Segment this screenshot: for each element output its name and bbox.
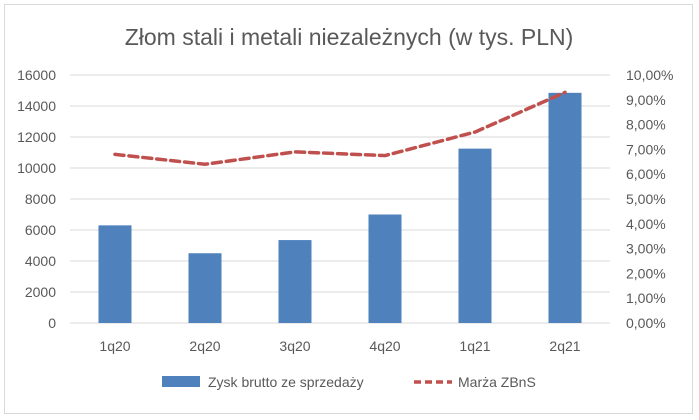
left-tick-label: 16000 [17, 67, 56, 83]
right-tick-label: 10,00% [626, 67, 673, 83]
right-tick-label: 9,00% [626, 92, 666, 108]
bar [548, 92, 582, 323]
right-tick-label: 4,00% [626, 216, 666, 232]
left-tick-label: 6000 [25, 222, 56, 238]
x-tick-label: 1q21 [459, 338, 490, 354]
right-axis-ticks: 0,00% 1,00% 2,00% 3,00% 4,00% 5,00% 6,00% 7,00%… [626, 67, 673, 331]
chart-title: Złom stali i metali niezależnych (w tys.… [125, 24, 574, 50]
right-tick-label: 3,00% [626, 241, 666, 257]
left-tick-label: 0 [48, 315, 56, 331]
margin-line [113, 90, 567, 167]
right-tick-label: 8,00% [626, 117, 666, 133]
bar [458, 148, 492, 323]
left-tick-label: 4000 [25, 253, 56, 269]
right-tick-label: 5,00% [626, 191, 666, 207]
legend-label-line: Marża ZBnS [458, 374, 536, 390]
x-tick-label: 2q21 [549, 338, 580, 354]
left-tick-label: 14000 [17, 98, 56, 114]
bar [188, 253, 222, 323]
right-tick-label: 7,00% [626, 141, 666, 157]
x-axis-ticks: 1q20 2q20 3q20 4q20 1q21 2q21 [99, 338, 580, 354]
line-series [113, 90, 567, 167]
left-tick-label: 12000 [17, 129, 56, 145]
legend-label-bar: Zysk brutto ze sprzedaży [208, 374, 364, 390]
bar [278, 240, 312, 323]
right-tick-label: 1,00% [626, 290, 666, 306]
x-tick-label: 4q20 [369, 338, 400, 354]
left-tick-label: 2000 [25, 284, 56, 300]
x-tick-label: 1q20 [99, 338, 130, 354]
left-tick-label: 8000 [25, 191, 56, 207]
left-tick-label: 10000 [17, 160, 56, 176]
x-tick-label: 3q20 [279, 338, 310, 354]
legend-swatch-bar [162, 376, 200, 387]
right-tick-label: 2,00% [626, 265, 666, 281]
legend: Zysk brutto ze sprzedaży Marża ZBnS [162, 374, 536, 390]
bar [368, 214, 402, 323]
gridlines [70, 74, 610, 324]
right-tick-label: 6,00% [626, 166, 666, 182]
bar [98, 225, 132, 323]
x-tick-label: 2q20 [189, 338, 220, 354]
right-tick-label: 0,00% [626, 315, 666, 331]
bar-series [98, 92, 582, 323]
left-axis-ticks: 0 2000 4000 6000 8000 10000 12000 14000 16000 [17, 67, 56, 331]
